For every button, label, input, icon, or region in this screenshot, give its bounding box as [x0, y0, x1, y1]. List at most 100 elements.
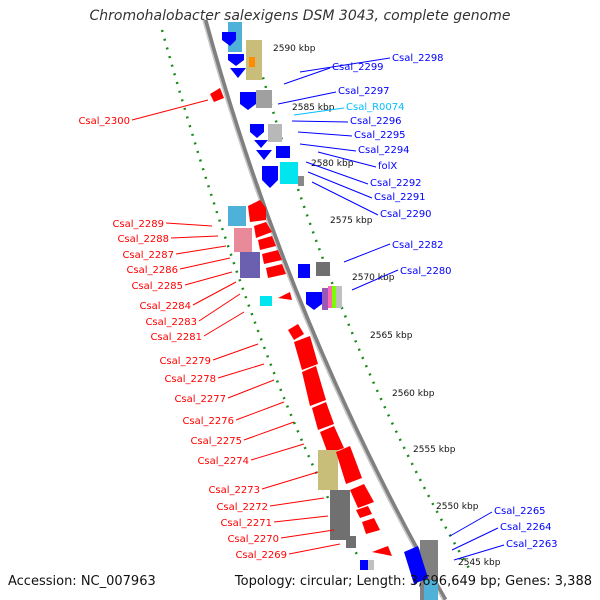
label-leader-line — [299, 143, 357, 152]
label-leader-line — [297, 131, 353, 137]
forward-gene — [294, 336, 318, 370]
kbp-tick-label: 2555 kbp — [413, 445, 456, 455]
gene-label: Csal_2286 — [126, 265, 178, 276]
feature-block — [268, 124, 282, 142]
gene-label: Csal_2296 — [350, 116, 402, 127]
reverse-track-upper — [222, 22, 342, 310]
feature-block — [330, 490, 350, 540]
forward-track — [210, 88, 392, 570]
gene-label: Csal_2292 — [370, 178, 422, 189]
feature-block — [316, 262, 330, 276]
reverse-gene — [306, 292, 322, 310]
feature-block — [336, 286, 342, 308]
kbp-tick-label: 2585 kbp — [292, 103, 335, 113]
gene-label: Csal_2280 — [400, 266, 452, 277]
label-leader-line — [261, 471, 319, 490]
label-leader-line — [227, 379, 275, 399]
gene-label: Csal_2276 — [182, 416, 234, 427]
kbp-tick-label: 2545 kbp — [458, 558, 501, 568]
label-leader-line — [250, 443, 305, 461]
label-leader-line — [217, 363, 265, 379]
gene-label: Csal_2285 — [131, 281, 183, 292]
feature-block — [368, 560, 374, 570]
reverse-gene — [250, 124, 264, 138]
label-leader-line — [343, 243, 391, 263]
forward-gene — [288, 324, 304, 340]
feature-block — [360, 560, 368, 570]
gene-label: Csal_2271 — [220, 518, 272, 529]
kbp-tick-label: 2590 kbp — [273, 44, 316, 54]
feature-block — [240, 252, 260, 278]
gene-label: Csal_2298 — [392, 53, 444, 64]
feature-block — [234, 228, 252, 252]
feature-block — [298, 264, 310, 278]
label-leader-line — [184, 271, 233, 286]
map-title: Chromohalobacter salexigens DSM 3043, co… — [89, 8, 511, 24]
forward-gene — [266, 264, 286, 278]
gene-label: Csal_2264 — [500, 522, 552, 533]
gene-label: Csal_2288 — [117, 234, 169, 245]
forward-gene — [320, 426, 344, 454]
forward-gene — [372, 546, 392, 556]
label-leader-line — [449, 511, 493, 537]
feature-block — [318, 450, 338, 490]
label-leader-line — [243, 421, 295, 441]
label-leader-line — [283, 67, 331, 85]
gene-label: Csal_2291 — [374, 192, 426, 203]
gene-label: Csal_2289 — [112, 219, 164, 230]
reverse-gene — [240, 92, 256, 110]
reverse-gene — [230, 68, 246, 78]
gene-label: Csal_2278 — [164, 374, 216, 385]
feature-block — [346, 536, 356, 548]
label-leader-line — [293, 107, 345, 116]
label-leader-line — [291, 120, 349, 123]
label-leader-line — [305, 161, 369, 185]
gene-label: Csal_2263 — [506, 539, 558, 550]
forward-gene — [258, 236, 276, 250]
forward-gene — [312, 402, 334, 430]
label-leader-line — [280, 529, 335, 539]
gene-label: folX — [378, 161, 397, 172]
label-leader-line — [307, 171, 373, 199]
kbp-tick-label: 2575 kbp — [330, 216, 373, 226]
label-leader-line — [277, 91, 337, 105]
gene-label: Csal_2279 — [159, 356, 211, 367]
gene-label: Csal_2294 — [358, 145, 410, 156]
forward-gene — [302, 366, 326, 406]
accession-text: Accession: NC_007963 — [8, 574, 156, 589]
gene-label: Csal_2297 — [338, 86, 390, 97]
reverse-gene — [222, 32, 236, 46]
feature-block — [276, 146, 290, 158]
label-leader-line — [453, 544, 505, 561]
label-leader-line — [351, 269, 399, 291]
feature-block — [322, 288, 328, 310]
gene-label: Csal_2269 — [235, 550, 287, 561]
forward-gene — [362, 518, 380, 534]
gene-label: Csal_2274 — [197, 456, 249, 467]
gene-label: Csal_2265 — [494, 506, 546, 517]
feature-block — [280, 162, 298, 184]
gene-label: Csal_2275 — [190, 436, 242, 447]
kbp-tick-label: 2570 kbp — [352, 273, 395, 283]
genome-backbone — [202, 19, 448, 600]
gene-label: Csal_2273 — [208, 485, 260, 496]
gene-label: Csal_2290 — [380, 209, 432, 220]
label-leader-line — [165, 222, 213, 227]
kbp-tick-label: 2550 kbp — [436, 502, 479, 512]
forward-gene — [262, 250, 282, 264]
label-leader-line — [179, 257, 231, 270]
gene-label: Csal_2270 — [227, 534, 279, 545]
feature-block — [228, 206, 246, 226]
label-leader-line — [269, 497, 325, 507]
kbp-tick-label: 2580 kbp — [311, 159, 354, 169]
label-leader-line — [212, 343, 259, 361]
reverse-gene — [228, 54, 244, 66]
forward-gene — [356, 506, 372, 518]
gene-label: Csal_2287 — [122, 250, 174, 261]
gene-label: Csal_2277 — [174, 394, 226, 405]
feature-block — [256, 90, 272, 108]
label-leader-line — [198, 293, 241, 322]
reverse-gene — [254, 140, 268, 148]
feature-block — [332, 286, 336, 308]
